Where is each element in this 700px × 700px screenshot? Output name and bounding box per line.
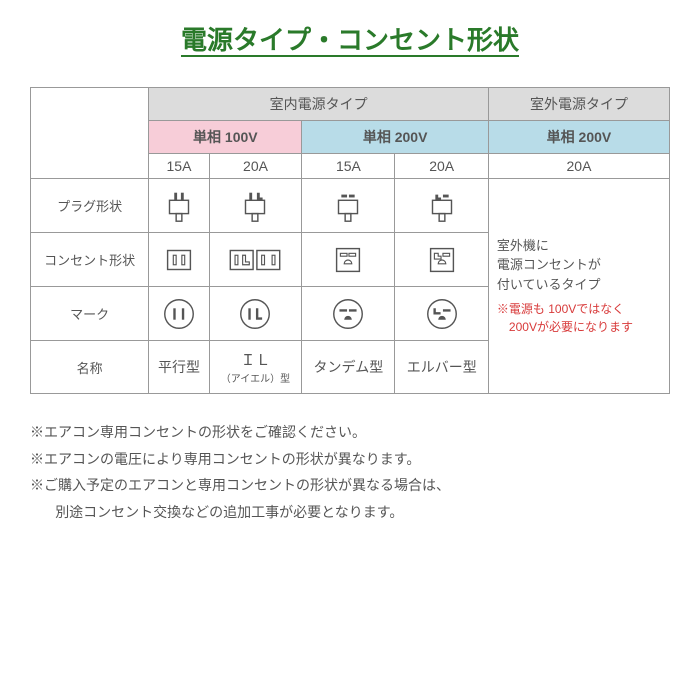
row-name-label: 名称 xyxy=(31,341,149,394)
note-1: ※エアコン専用コンセントの形状をご確認ください。 xyxy=(30,419,670,446)
outdoor-line3: 付いているタイプ xyxy=(497,277,601,292)
outlet-icon-4 xyxy=(395,233,488,287)
amp-20a-1: 20A xyxy=(209,154,302,179)
note-2: ※エアコンの電圧により専用コンセントの形状が異なります。 xyxy=(30,446,670,473)
note-3: ※ご購入予定のエアコンと専用コンセントの形状が異なる場合は、 xyxy=(30,472,670,499)
outlet-icon-3 xyxy=(302,233,395,287)
name-1: 平行型 xyxy=(149,341,209,394)
power-type-table: 室内電源タイプ 室外電源タイプ 単相 100V 単相 200V 単相 200V … xyxy=(30,87,670,394)
corner-cell xyxy=(31,88,149,179)
row-plug-label: プラグ形状 xyxy=(31,179,149,233)
plug-icon-1 xyxy=(149,179,209,233)
header-outdoor: 室外電源タイプ xyxy=(488,88,669,121)
amp-15a-1: 15A xyxy=(149,154,209,179)
outdoor-note-cell: 室外機に 電源コンセントが 付いているタイプ ※電源も 100Vではなく 200… xyxy=(488,179,669,394)
notes-block: ※エアコン専用コンセントの形状をご確認ください。 ※エアコンの電圧により専用コン… xyxy=(30,419,670,525)
header-100v: 単相 100V xyxy=(149,121,302,154)
mark-icon-2 xyxy=(209,287,302,341)
row-outlet-label: コンセント形状 xyxy=(31,233,149,287)
note-4: 別途コンセント交換などの追加工事が必要となります。 xyxy=(30,499,670,526)
amp-20a-2: 20A xyxy=(395,154,488,179)
name-3: タンデム型 xyxy=(302,341,395,394)
outlet-icon-2 xyxy=(209,233,302,287)
header-200v-out: 単相 200V xyxy=(488,121,669,154)
name-2: ＩＬ （アイエル）型 xyxy=(209,341,302,394)
header-indoor: 室内電源タイプ xyxy=(149,88,489,121)
mark-icon-4 xyxy=(395,287,488,341)
mark-icon-1 xyxy=(149,287,209,341)
name-4: エルバー型 xyxy=(395,341,488,394)
outdoor-red-note: ※電源も 100Vではなく 200Vが必要になります xyxy=(497,300,661,336)
outdoor-line2: 電源コンセントが xyxy=(497,257,601,272)
plug-icon-3 xyxy=(302,179,395,233)
row-mark-label: マーク xyxy=(31,287,149,341)
plug-icon-2 xyxy=(209,179,302,233)
plug-icon-4 xyxy=(395,179,488,233)
amp-15a-2: 15A xyxy=(302,154,395,179)
mark-icon-3 xyxy=(302,287,395,341)
outdoor-line1: 室外機に xyxy=(497,238,549,253)
outlet-icon-1 xyxy=(149,233,209,287)
header-200v: 単相 200V xyxy=(302,121,489,154)
page-title: 電源タイプ・コンセント形状 xyxy=(20,20,680,57)
amp-20a-out: 20A xyxy=(488,154,669,179)
